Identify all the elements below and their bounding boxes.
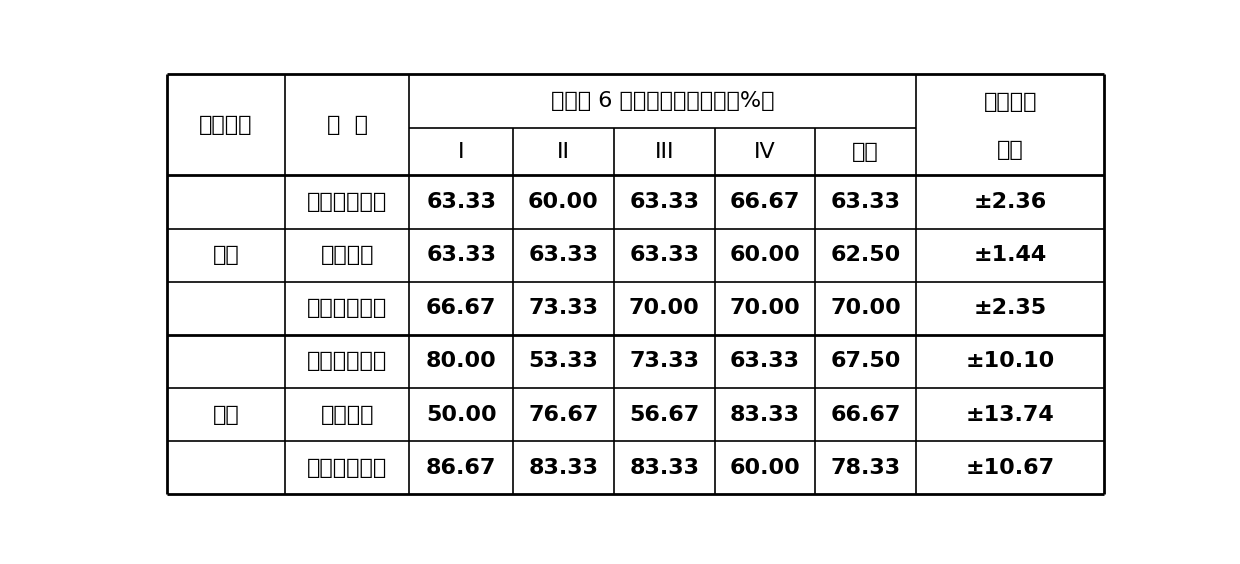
Text: 63.33: 63.33 [629,245,699,265]
Text: 蜜本南瓜: 蜜本南瓜 [320,404,374,425]
Text: 63.33: 63.33 [528,245,599,265]
Text: 63.33: 63.33 [730,351,800,372]
Text: 品  种: 品 种 [326,114,368,135]
Text: 60.00: 60.00 [528,192,599,212]
Text: 66.67: 66.67 [425,298,496,318]
Text: ±2.35: ±2.35 [973,298,1047,318]
Text: III: III [655,142,673,162]
Text: 70.00: 70.00 [729,298,800,318]
Text: 接种方法: 接种方法 [200,114,253,135]
Text: ±1.44: ±1.44 [973,245,1047,265]
Text: 注射: 注射 [212,404,239,425]
Text: 浸根: 浸根 [212,245,239,265]
Text: 66.67: 66.67 [831,404,901,425]
Text: 准误: 准误 [997,140,1023,160]
Text: 70.00: 70.00 [831,298,901,318]
Text: 53.33: 53.33 [528,351,599,372]
Text: I: I [458,142,464,162]
Text: 60.00: 60.00 [729,458,800,478]
Text: 处理间标: 处理间标 [983,92,1037,112]
Text: 80.00: 80.00 [425,351,496,372]
Text: 袖珍蜜本南瓜: 袖珍蜜本南瓜 [308,351,387,372]
Text: 63.33: 63.33 [427,245,496,265]
Text: 86.67: 86.67 [425,458,496,478]
Text: 67.50: 67.50 [831,351,901,372]
Text: ±2.36: ±2.36 [973,192,1047,212]
Text: 66.67: 66.67 [729,192,800,212]
Text: 大果蜜本南瓜: 大果蜜本南瓜 [308,298,387,318]
Text: ±13.74: ±13.74 [966,404,1054,425]
Text: 56.67: 56.67 [629,404,699,425]
Text: 接种后 6 周各处理的病株率（%）: 接种后 6 周各处理的病株率（%） [551,91,774,111]
Text: 73.33: 73.33 [528,298,599,318]
Text: 62.50: 62.50 [831,245,900,265]
Text: 均值: 均值 [852,142,879,162]
Text: 63.33: 63.33 [427,192,496,212]
Text: 50.00: 50.00 [425,404,496,425]
Text: 袖珍蜜本南瓜: 袖珍蜜本南瓜 [308,192,387,212]
Text: II: II [557,142,570,162]
Text: 78.33: 78.33 [831,458,900,478]
Text: 60.00: 60.00 [729,245,800,265]
Text: ±10.10: ±10.10 [966,351,1055,372]
Text: 83.33: 83.33 [528,458,599,478]
Text: ±10.67: ±10.67 [966,458,1055,478]
Text: 63.33: 63.33 [831,192,900,212]
Text: 70.00: 70.00 [629,298,699,318]
Text: IV: IV [754,142,776,162]
Text: 83.33: 83.33 [730,404,800,425]
Text: 83.33: 83.33 [629,458,699,478]
Text: 73.33: 73.33 [629,351,699,372]
Text: 63.33: 63.33 [629,192,699,212]
Text: 76.67: 76.67 [528,404,599,425]
Text: 大果蜜本南瓜: 大果蜜本南瓜 [308,458,387,478]
Text: 蜜本南瓜: 蜜本南瓜 [320,245,374,265]
